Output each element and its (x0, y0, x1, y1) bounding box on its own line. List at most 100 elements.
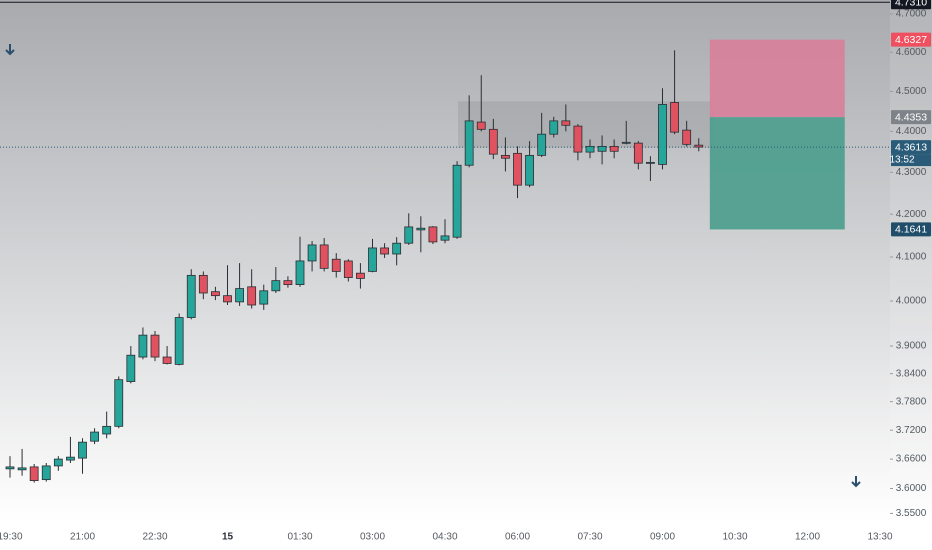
candle-body (126, 354, 136, 382)
x-tick-label: 09:00 (650, 532, 675, 543)
candle-body (368, 247, 377, 272)
y-axis-panel (890, 0, 932, 550)
arrow-icon (851, 476, 861, 488)
candle-body (102, 425, 112, 435)
candle-body (211, 291, 220, 297)
candle-body (283, 280, 293, 286)
candle-body (174, 317, 184, 365)
candle-body (17, 467, 27, 471)
candle-body (150, 334, 160, 358)
candle-body (633, 142, 643, 164)
candle-body (78, 441, 87, 459)
y-tick-label: 4.4000 (896, 126, 927, 137)
candle-body (416, 227, 426, 231)
candle-body (319, 244, 329, 269)
candle-body (682, 129, 692, 145)
x-tick-label: 22:30 (142, 532, 167, 543)
candle-body (114, 379, 124, 427)
candle-body (609, 145, 619, 152)
y-tick-label: 4.7000 (896, 9, 927, 20)
x-tick-label: 04:30 (432, 532, 457, 543)
candle-body (428, 226, 438, 243)
y-tick-label: 4.6000 (896, 47, 927, 58)
candle-body (392, 242, 402, 255)
candle-body (223, 295, 232, 303)
price-label-box (891, 140, 931, 155)
candle-body (621, 141, 631, 144)
y-tick-label: 4.1000 (896, 252, 927, 263)
candle-body (198, 274, 208, 294)
candle-body (162, 356, 172, 364)
countdown-label: 13:52 (889, 155, 914, 166)
candle-body (597, 145, 607, 152)
candle-body (295, 260, 305, 286)
candle-body (476, 121, 486, 130)
candle-body (259, 290, 269, 305)
x-tick-label: 06:00 (505, 532, 530, 543)
x-tick-label: 01:30 (287, 532, 312, 543)
candle-body (646, 161, 655, 164)
y-tick-label: 4.2000 (896, 209, 927, 220)
candle-body (404, 226, 414, 244)
candle-body (549, 120, 559, 135)
candle-body (585, 145, 595, 153)
candle-body (66, 456, 75, 461)
x-tick-label: 12:00 (795, 532, 820, 543)
candle-body (464, 120, 474, 166)
candle-body (41, 465, 51, 481)
x-tick-label: 13:30 (867, 532, 892, 543)
candle-body (537, 133, 547, 156)
candle-body (525, 154, 534, 186)
candle-body (452, 164, 462, 238)
candle-body (271, 280, 281, 292)
price-label: 4.1641 (895, 224, 927, 236)
x-tick-label: 07:30 (577, 532, 602, 543)
candle-body (573, 125, 583, 153)
y-tick-label: 3.8400 (896, 368, 927, 379)
price-label-box (891, 0, 931, 10)
reward-box (709, 117, 845, 230)
y-tick-label: 3.6600 (896, 454, 927, 465)
candle-body (29, 466, 39, 482)
candle-body (331, 258, 341, 272)
candle-body (670, 102, 679, 133)
candle-body (356, 272, 365, 279)
y-tick-label: 3.5500 (896, 508, 927, 519)
candle-body (90, 431, 99, 442)
candle-body (440, 235, 450, 241)
x-tick-label: 15 (222, 532, 234, 543)
candle-body (235, 288, 244, 303)
candle-body (501, 154, 510, 159)
price-label: 4.6327 (895, 34, 927, 46)
candle-body (247, 286, 257, 306)
y-tick-label: 3.9000 (896, 341, 927, 352)
y-tick-label: 3.6000 (896, 483, 927, 494)
price-label: 4.3613 (895, 141, 927, 153)
price-label-box (891, 222, 931, 237)
candle-body (513, 152, 522, 186)
candle-body (561, 120, 571, 126)
arrow-icon (5, 44, 15, 56)
y-tick-label: 3.7200 (896, 425, 927, 436)
candle-body (53, 458, 63, 467)
x-tick-label: 03:00 (360, 532, 385, 543)
candle-body (5, 466, 15, 470)
x-tick-label: 21:00 (70, 532, 95, 543)
y-tick-label: 4.5000 (896, 86, 927, 97)
risk-box (709, 39, 845, 118)
price-label-box (891, 110, 931, 125)
price-label: 4.7310 (895, 0, 927, 9)
y-tick-label: 3.7800 (896, 396, 927, 407)
candle-body (694, 144, 704, 148)
y-tick-label: 4.0000 (896, 296, 927, 307)
x-tick-label: 10:30 (722, 532, 747, 543)
candle-body (343, 260, 353, 278)
price-label: 4.4353 (895, 111, 927, 123)
candle-body (658, 104, 667, 165)
candle-body (307, 244, 317, 262)
price-label-box (891, 32, 931, 47)
candle-body (488, 128, 498, 155)
x-tick-label: 19:30 (0, 532, 23, 543)
candle-body (186, 274, 196, 318)
